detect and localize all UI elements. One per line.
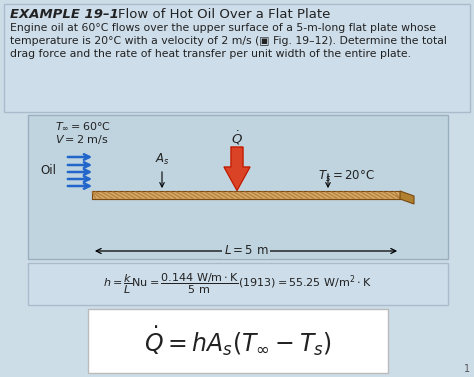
Text: $A_s$: $A_s$ <box>155 152 170 167</box>
Polygon shape <box>224 147 250 190</box>
Text: $\dot{Q} = hA_s \left(T_\infty - T_s\right)$: $\dot{Q} = hA_s \left(T_\infty - T_s\rig… <box>144 324 332 358</box>
FancyBboxPatch shape <box>88 309 388 373</box>
Text: Oil: Oil <box>40 164 56 178</box>
Text: $V = 2\ \mathrm{m/s}$: $V = 2\ \mathrm{m/s}$ <box>55 133 109 146</box>
Text: $L = 5\ \mathrm{m}$: $L = 5\ \mathrm{m}$ <box>224 245 268 257</box>
Polygon shape <box>400 191 414 204</box>
FancyBboxPatch shape <box>28 263 448 305</box>
Text: temperature is 20°C with a velocity of 2 m/s (▣ Fig. 19–12). Determine the total: temperature is 20°C with a velocity of 2… <box>10 36 447 46</box>
Text: EXAMPLE 19–1: EXAMPLE 19–1 <box>10 8 119 21</box>
Text: 1: 1 <box>464 364 470 374</box>
Polygon shape <box>92 191 400 199</box>
Text: Flow of Hot Oil Over a Flat Plate: Flow of Hot Oil Over a Flat Plate <box>118 8 330 21</box>
Text: $T_s = 20°\mathrm{C}$: $T_s = 20°\mathrm{C}$ <box>318 169 374 184</box>
Text: $\dot{Q}$: $\dot{Q}$ <box>231 129 243 147</box>
Text: $h = \dfrac{k}{L}\mathrm{Nu} = \dfrac{0.144\ \mathrm{W/m \cdot K}}{5\ \mathrm{m}: $h = \dfrac{k}{L}\mathrm{Nu} = \dfrac{0.… <box>102 272 372 296</box>
Text: $T_\infty = 60°\mathrm{C}$: $T_\infty = 60°\mathrm{C}$ <box>55 120 111 132</box>
Text: Engine oil at 60°C flows over the upper surface of a 5-m-long flat plate whose: Engine oil at 60°C flows over the upper … <box>10 23 436 33</box>
Text: drag force and the rate of heat transfer per unit width of the entire plate.: drag force and the rate of heat transfer… <box>10 49 411 59</box>
FancyBboxPatch shape <box>4 4 470 112</box>
FancyBboxPatch shape <box>28 115 448 259</box>
